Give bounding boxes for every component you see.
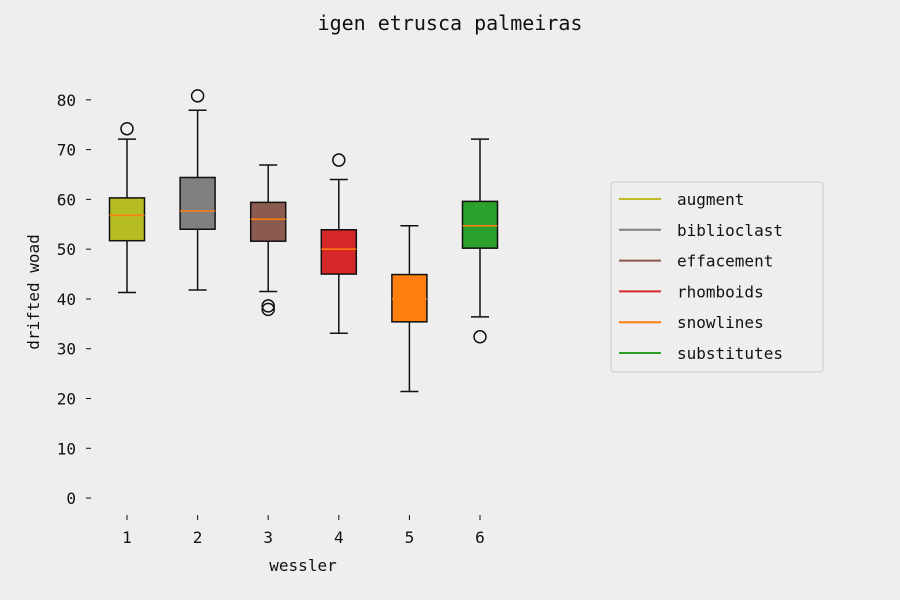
x-tick-label: 6 [475, 528, 485, 547]
outlier-point [473, 330, 487, 344]
box-snowlines [391, 225, 428, 393]
legend-frame [610, 181, 824, 373]
boxes [108, 89, 499, 393]
y-tick-label: 80 [57, 91, 76, 110]
outlier-point [261, 299, 275, 313]
box-augment [108, 121, 146, 294]
y-tick-label: 10 [57, 439, 76, 458]
y-tick-label: 50 [57, 240, 76, 259]
outlier-point [332, 153, 346, 167]
box-biblioclast [179, 89, 216, 291]
iqr-box [461, 200, 499, 249]
legend-label: rhomboids [677, 282, 764, 301]
x-axis-ticks: 1 2 3 4 5 6 [122, 515, 485, 547]
iqr-box [320, 229, 358, 275]
legend-label: substitutes [677, 344, 783, 363]
box-rhomboids [320, 153, 358, 335]
box-substitutes [461, 138, 499, 344]
y-tick-label: 20 [57, 390, 76, 409]
y-axis-ticks: 0 10 20 30 40 50 60 70 80 [57, 91, 91, 508]
outlier-point [190, 89, 205, 103]
y-tick-label: 30 [57, 340, 76, 359]
legend-label: augment [677, 190, 744, 209]
iqr-box [108, 197, 146, 242]
legend-item-biblioclast: biblioclast [619, 221, 783, 240]
outlier-point [261, 302, 275, 317]
box-effacement [249, 164, 287, 317]
x-axis-label: wessler [269, 556, 337, 575]
legend-label: effacement [677, 252, 773, 271]
x-tick-label: 2 [193, 528, 203, 547]
x-tick-label: 3 [263, 528, 273, 547]
legend-item-substitutes: substitutes [619, 344, 783, 363]
legend-item-snowlines: snowlines [619, 313, 764, 332]
chart-title: igen etrusca palmeiras [318, 11, 583, 35]
y-axis-label: drifted woad [24, 234, 43, 350]
legend: augment biblioclast effacement rhomboids sno… [610, 181, 824, 373]
legend-item-rhomboids: rhomboids [619, 282, 764, 301]
x-tick-label: 4 [334, 528, 344, 547]
legend-label: biblioclast [677, 221, 783, 240]
x-tick-label: 5 [405, 528, 415, 547]
legend-item-augment: augment [619, 190, 744, 209]
legend-label: snowlines [677, 313, 764, 332]
iqr-box [249, 201, 287, 242]
y-tick-label: 40 [57, 290, 76, 309]
y-tick-label: 0 [66, 489, 76, 508]
y-tick-label: 70 [57, 141, 76, 160]
outlier-point [120, 121, 134, 136]
legend-item-effacement: effacement [619, 252, 773, 271]
y-tick-label: 60 [57, 190, 76, 209]
iqr-box [179, 176, 216, 231]
x-tick-label: 1 [122, 528, 132, 547]
